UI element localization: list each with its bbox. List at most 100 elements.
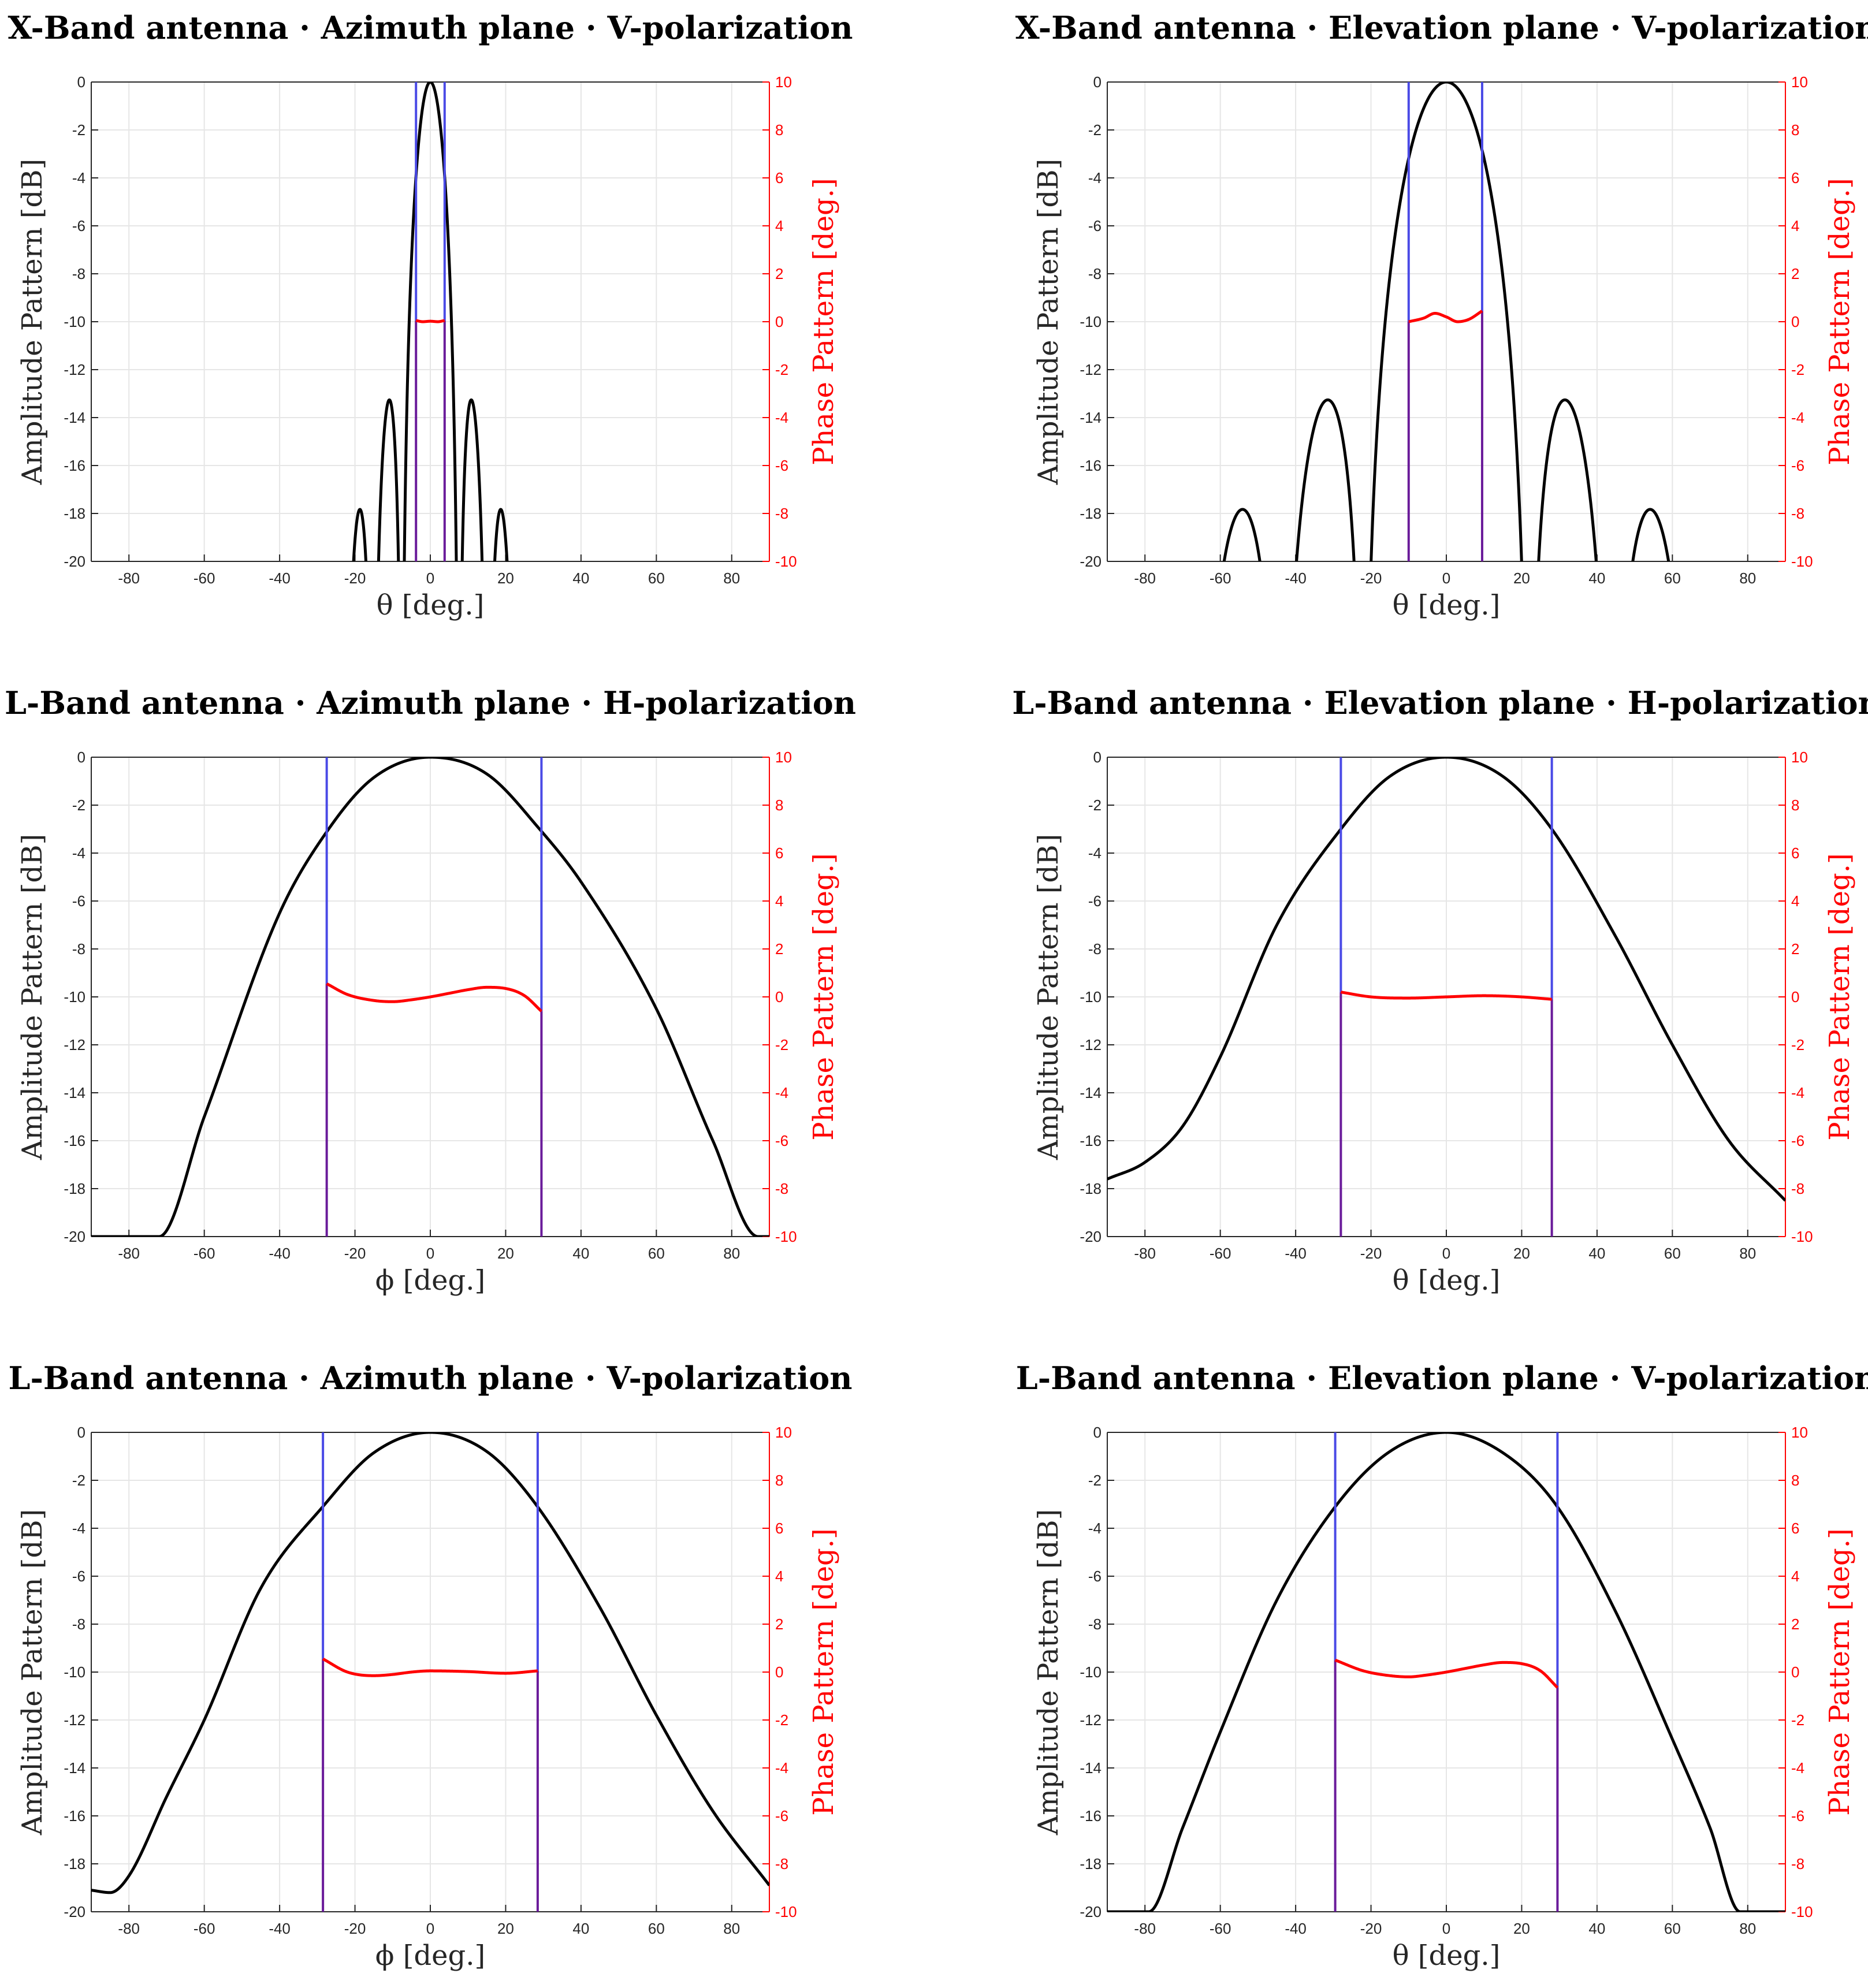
x-tick-label: 80 (1739, 1920, 1756, 1937)
y-tick-label: -14 (1080, 1759, 1102, 1777)
y-tick-label: -16 (1080, 1807, 1102, 1825)
phase-curve (326, 982, 543, 1012)
y-tick-label: -10 (64, 1663, 85, 1681)
x-axis-label: θ [deg.] (377, 589, 485, 621)
phase-curve (1334, 1658, 1559, 1689)
y2-tick-label: -4 (1791, 1759, 1804, 1777)
y2-tick-label: -8 (775, 1855, 788, 1872)
y-tick-label: -4 (72, 844, 85, 862)
amplitude-curve (1107, 1432, 1785, 1912)
y-tick-label: -8 (1088, 265, 1102, 282)
y2-tick-label: -6 (1791, 1807, 1804, 1825)
chart-title: L-Band antenna · Elevation plane · H-pol… (1012, 684, 1868, 721)
y-tick-label: -10 (1080, 1663, 1102, 1681)
x-tick-label: 40 (1588, 1920, 1605, 1937)
y2-tick-label: 8 (775, 796, 783, 814)
y-tick-label: -8 (72, 1615, 85, 1633)
y-tick-label: -10 (1080, 988, 1102, 1006)
y-tick-label: -2 (1088, 1472, 1102, 1489)
y2-axis-label: Phase Pattern [deg.] (808, 178, 840, 466)
y2-tick-label: 10 (1791, 73, 1808, 91)
x-tick-label: 40 (1588, 569, 1605, 587)
y-tick-label: -14 (1080, 1084, 1102, 1101)
y-axis-label: Amplitude Pattern [dB] (16, 834, 49, 1161)
x-tick-label: 40 (572, 1920, 589, 1937)
y-tick-label: -12 (64, 1711, 85, 1729)
x-tick-label: 20 (497, 569, 514, 587)
y2-axis-label: Phase Pattern [deg.] (1824, 853, 1856, 1141)
y-tick-label: -20 (1080, 553, 1102, 570)
y2-tick-label: 4 (1791, 892, 1799, 910)
y-tick-label: 0 (1093, 73, 1102, 91)
y2-tick-label: 10 (775, 749, 792, 766)
y2-tick-label: 10 (775, 73, 792, 91)
y2-tick-label: -10 (775, 553, 797, 570)
y2-tick-label: 8 (775, 1472, 783, 1489)
y2-tick-label: -2 (1791, 1711, 1804, 1729)
y-axis-label: Amplitude Pattern [dB] (16, 159, 49, 486)
x-tick-label: 20 (1513, 1920, 1530, 1937)
phase-curve (1407, 310, 1484, 323)
y2-tick-label: -4 (1791, 1084, 1804, 1101)
y-tick-label: -6 (72, 217, 85, 234)
phase-curve (414, 319, 446, 323)
y2-tick-label: 8 (1791, 1472, 1799, 1489)
x-tick-label: -80 (1134, 1245, 1156, 1262)
y2-tick-label: -6 (775, 1807, 788, 1825)
y2-tick-label: -4 (775, 409, 788, 426)
y-axis-label: Amplitude Pattern [dB] (16, 1509, 49, 1836)
y2-tick-label: -2 (1791, 1036, 1804, 1053)
y2-tick-label: -6 (775, 457, 788, 474)
y-tick-label: -20 (64, 1903, 85, 1920)
y-axis-label: Amplitude Pattern [dB] (1032, 1509, 1065, 1836)
y2-tick-label: -2 (1791, 361, 1804, 378)
y2-tick-label: 4 (775, 217, 783, 234)
y-tick-label: -8 (72, 940, 85, 958)
x-tick-label: -80 (118, 1245, 140, 1262)
amplitude-curve (91, 1432, 769, 1894)
y-tick-label: -14 (64, 409, 85, 426)
y2-tick-label: 0 (775, 313, 783, 330)
x-tick-label: -80 (1134, 569, 1156, 587)
plot-area (91, 757, 769, 1237)
y-tick-label: -6 (72, 892, 85, 910)
y-tick-label: -2 (1088, 121, 1102, 139)
y2-tick-label: -10 (775, 1903, 797, 1920)
y2-tick-label: 6 (775, 844, 783, 862)
x-tick-label: 80 (723, 1920, 740, 1937)
y2-tick-label: -8 (1791, 505, 1804, 522)
chart-title: L-Band antenna · Azimuth plane · V-polar… (8, 1360, 852, 1397)
y-tick-label: -20 (64, 1228, 85, 1245)
y-tick-label: -2 (1088, 796, 1102, 814)
y-tick-label: -2 (72, 1472, 85, 1489)
x-tick-label: 80 (1739, 1245, 1756, 1262)
y-tick-label: -12 (1080, 1711, 1102, 1729)
y2-axis-label: Phase Pattern [deg.] (808, 853, 840, 1141)
y2-tick-label: -10 (1791, 553, 1813, 570)
phase-curve (1339, 991, 1553, 1001)
y2-tick-label: 2 (1791, 940, 1799, 958)
y2-tick-label: -4 (775, 1759, 788, 1777)
y2-tick-label: -10 (1791, 1228, 1813, 1245)
y-tick-label: -2 (72, 121, 85, 139)
x-tick-label: 60 (648, 1920, 665, 1937)
y2-axis-label: Phase Pattern [deg.] (1824, 178, 1856, 466)
y2-tick-label: -6 (1791, 457, 1804, 474)
y-tick-label: -6 (1088, 217, 1102, 234)
x-tick-label: 60 (648, 569, 665, 587)
y-tick-label: -4 (1088, 1520, 1102, 1537)
x-axis-label: θ [deg.] (1393, 1939, 1501, 1972)
y-tick-label: -20 (64, 553, 85, 570)
y-tick-label: -12 (64, 361, 85, 378)
y-tick-label: -18 (1080, 1855, 1102, 1872)
x-tick-label: 0 (426, 1245, 434, 1262)
y2-tick-label: 2 (775, 265, 783, 282)
y2-tick-label: 10 (1791, 749, 1808, 766)
x-tick-label: 20 (1513, 569, 1530, 587)
y2-tick-label: 2 (775, 940, 783, 958)
chart-title: L-Band antenna · Elevation plane · V-pol… (1016, 1360, 1868, 1397)
y2-tick-label: -8 (775, 505, 788, 522)
x-tick-label: -40 (1285, 1245, 1307, 1262)
y-tick-label: -18 (1080, 1180, 1102, 1197)
